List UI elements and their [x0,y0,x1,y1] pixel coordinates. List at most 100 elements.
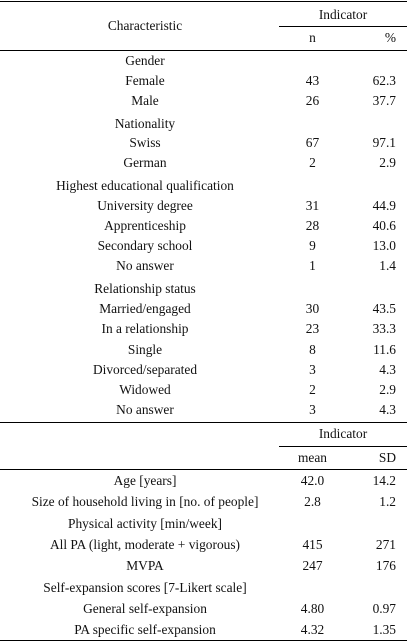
header2-bottom-border [0,469,407,470]
row-label: Divorced/separated [92,362,198,377]
row-label: Married/engaged [99,301,191,316]
row-pct: 37.7 [372,93,396,108]
table-row: Single 8 11.6 [0,340,407,360]
row-label: Apprenticeship [104,218,186,233]
table-row: Relationship status [0,279,407,299]
header2-indicator-rule [279,446,407,447]
header-sd: SD [378,450,396,465]
row-pct: 44.9 [372,198,396,213]
row-n: 3 [309,362,316,377]
row-sd: 14.2 [372,473,396,488]
row-label: No answer [116,258,174,273]
table-row: All PA (light, moderate + vigorous) 415 … [0,535,407,555]
row-label: MVPA [126,558,164,573]
header-indicator-rule [279,26,407,27]
row-label: Highest educational qualification [56,178,234,193]
row-sd: 1.2 [379,494,396,509]
row-label: Female [125,73,165,88]
table-row: No answer 3 4.3 [0,400,407,420]
row-label: Physical activity [min/week] [68,516,222,531]
row-n: 30 [305,301,320,316]
table-row: Gender [0,51,407,71]
table-row: Age [years] 42.0 14.2 [0,471,407,491]
table-top-border [0,1,407,2]
table-row: Highest educational qualification [0,176,407,196]
header2-indicator: Indicator [318,426,368,441]
row-pct: 4.3 [379,362,396,377]
row-n: 2 [309,155,316,170]
table-row: Swiss 67 97.1 [0,133,407,153]
row-label: Self-expansion scores [7-Likert scale] [43,580,247,595]
header1-bottom-border [0,50,407,51]
header-indicator: Indicator [318,7,368,22]
table-row: Male 26 37.7 [0,91,407,111]
row-label: General self-expansion [83,601,207,616]
row-n: 8 [309,342,316,357]
row-n: 2 [309,382,316,397]
table-row: Widowed 2 2.9 [0,380,407,400]
table-row: Physical activity [min/week] [0,514,407,534]
row-label: Gender [125,53,165,68]
table-row: Married/engaged 30 43.5 [0,299,407,319]
row-label: German [123,155,167,170]
row-n: 28 [305,218,320,233]
row-pct: 4.3 [379,402,396,417]
row-pct: 43.5 [372,301,396,316]
row-pct: 40.6 [372,218,396,233]
header-characteristic: Characteristic [107,18,183,33]
row-label: PA specific self-expansion [74,622,216,637]
row-mean: 4.32 [300,622,325,637]
table-row: Apprenticeship 28 40.6 [0,216,407,236]
row-n: 23 [305,321,320,336]
row-label: Relationship status [94,281,196,296]
table-row: General self-expansion 4.80 0.97 [0,599,407,619]
header-n: n [309,30,316,45]
row-label: Nationality [114,116,176,131]
row-mean: 42.0 [300,473,325,488]
row-pct: 62.3 [372,73,396,88]
row-label: No answer [116,402,174,417]
table-row: MVPA 247 176 [0,556,407,576]
row-pct: 2.9 [379,382,396,397]
section-divider [0,422,407,423]
row-mean: 2.8 [304,494,321,509]
table-row: German 2 2.9 [0,153,407,173]
row-pct: 11.6 [373,342,396,357]
row-label: Secondary school [97,238,193,253]
table-row: Nationality [0,114,407,134]
row-label: In a relationship [101,321,189,336]
row-pct: 13.0 [372,238,396,253]
row-sd: 1.35 [372,622,396,637]
row-pct: 2.9 [379,155,396,170]
table-row: In a relationship 23 33.3 [0,319,407,339]
row-sd: 176 [375,558,396,573]
row-label: Age [years] [113,473,177,488]
table-row: No answer 1 1.4 [0,256,407,276]
row-label: All PA (light, moderate + vigorous) [49,537,241,552]
row-mean: 415 [302,537,323,552]
row-pct: 97.1 [372,135,396,150]
row-sd: 271 [375,537,396,552]
table-bottom-border [0,640,407,641]
row-label: Widowed [119,382,171,397]
row-label: Single [127,342,163,357]
table-row: Divorced/separated 3 4.3 [0,360,407,380]
row-mean: 247 [302,558,323,573]
row-label: Male [131,93,159,108]
row-n: 43 [305,73,320,88]
table-row: Female 43 62.3 [0,71,407,91]
row-n: 67 [305,135,320,150]
row-pct: 1.4 [379,258,396,273]
row-label: University degree [97,198,193,213]
row-label: Swiss [129,135,161,150]
row-pct: 33.3 [372,321,396,336]
row-n: 3 [309,402,316,417]
row-label: Size of household living in [no. of peop… [31,494,259,509]
table-row: Size of household living in [no. of peop… [0,492,407,512]
row-n: 1 [309,258,316,273]
row-sd: 0.97 [372,601,396,616]
row-n: 26 [305,93,320,108]
table-row: Secondary school 9 13.0 [0,236,407,256]
header-mean: mean [298,450,327,465]
